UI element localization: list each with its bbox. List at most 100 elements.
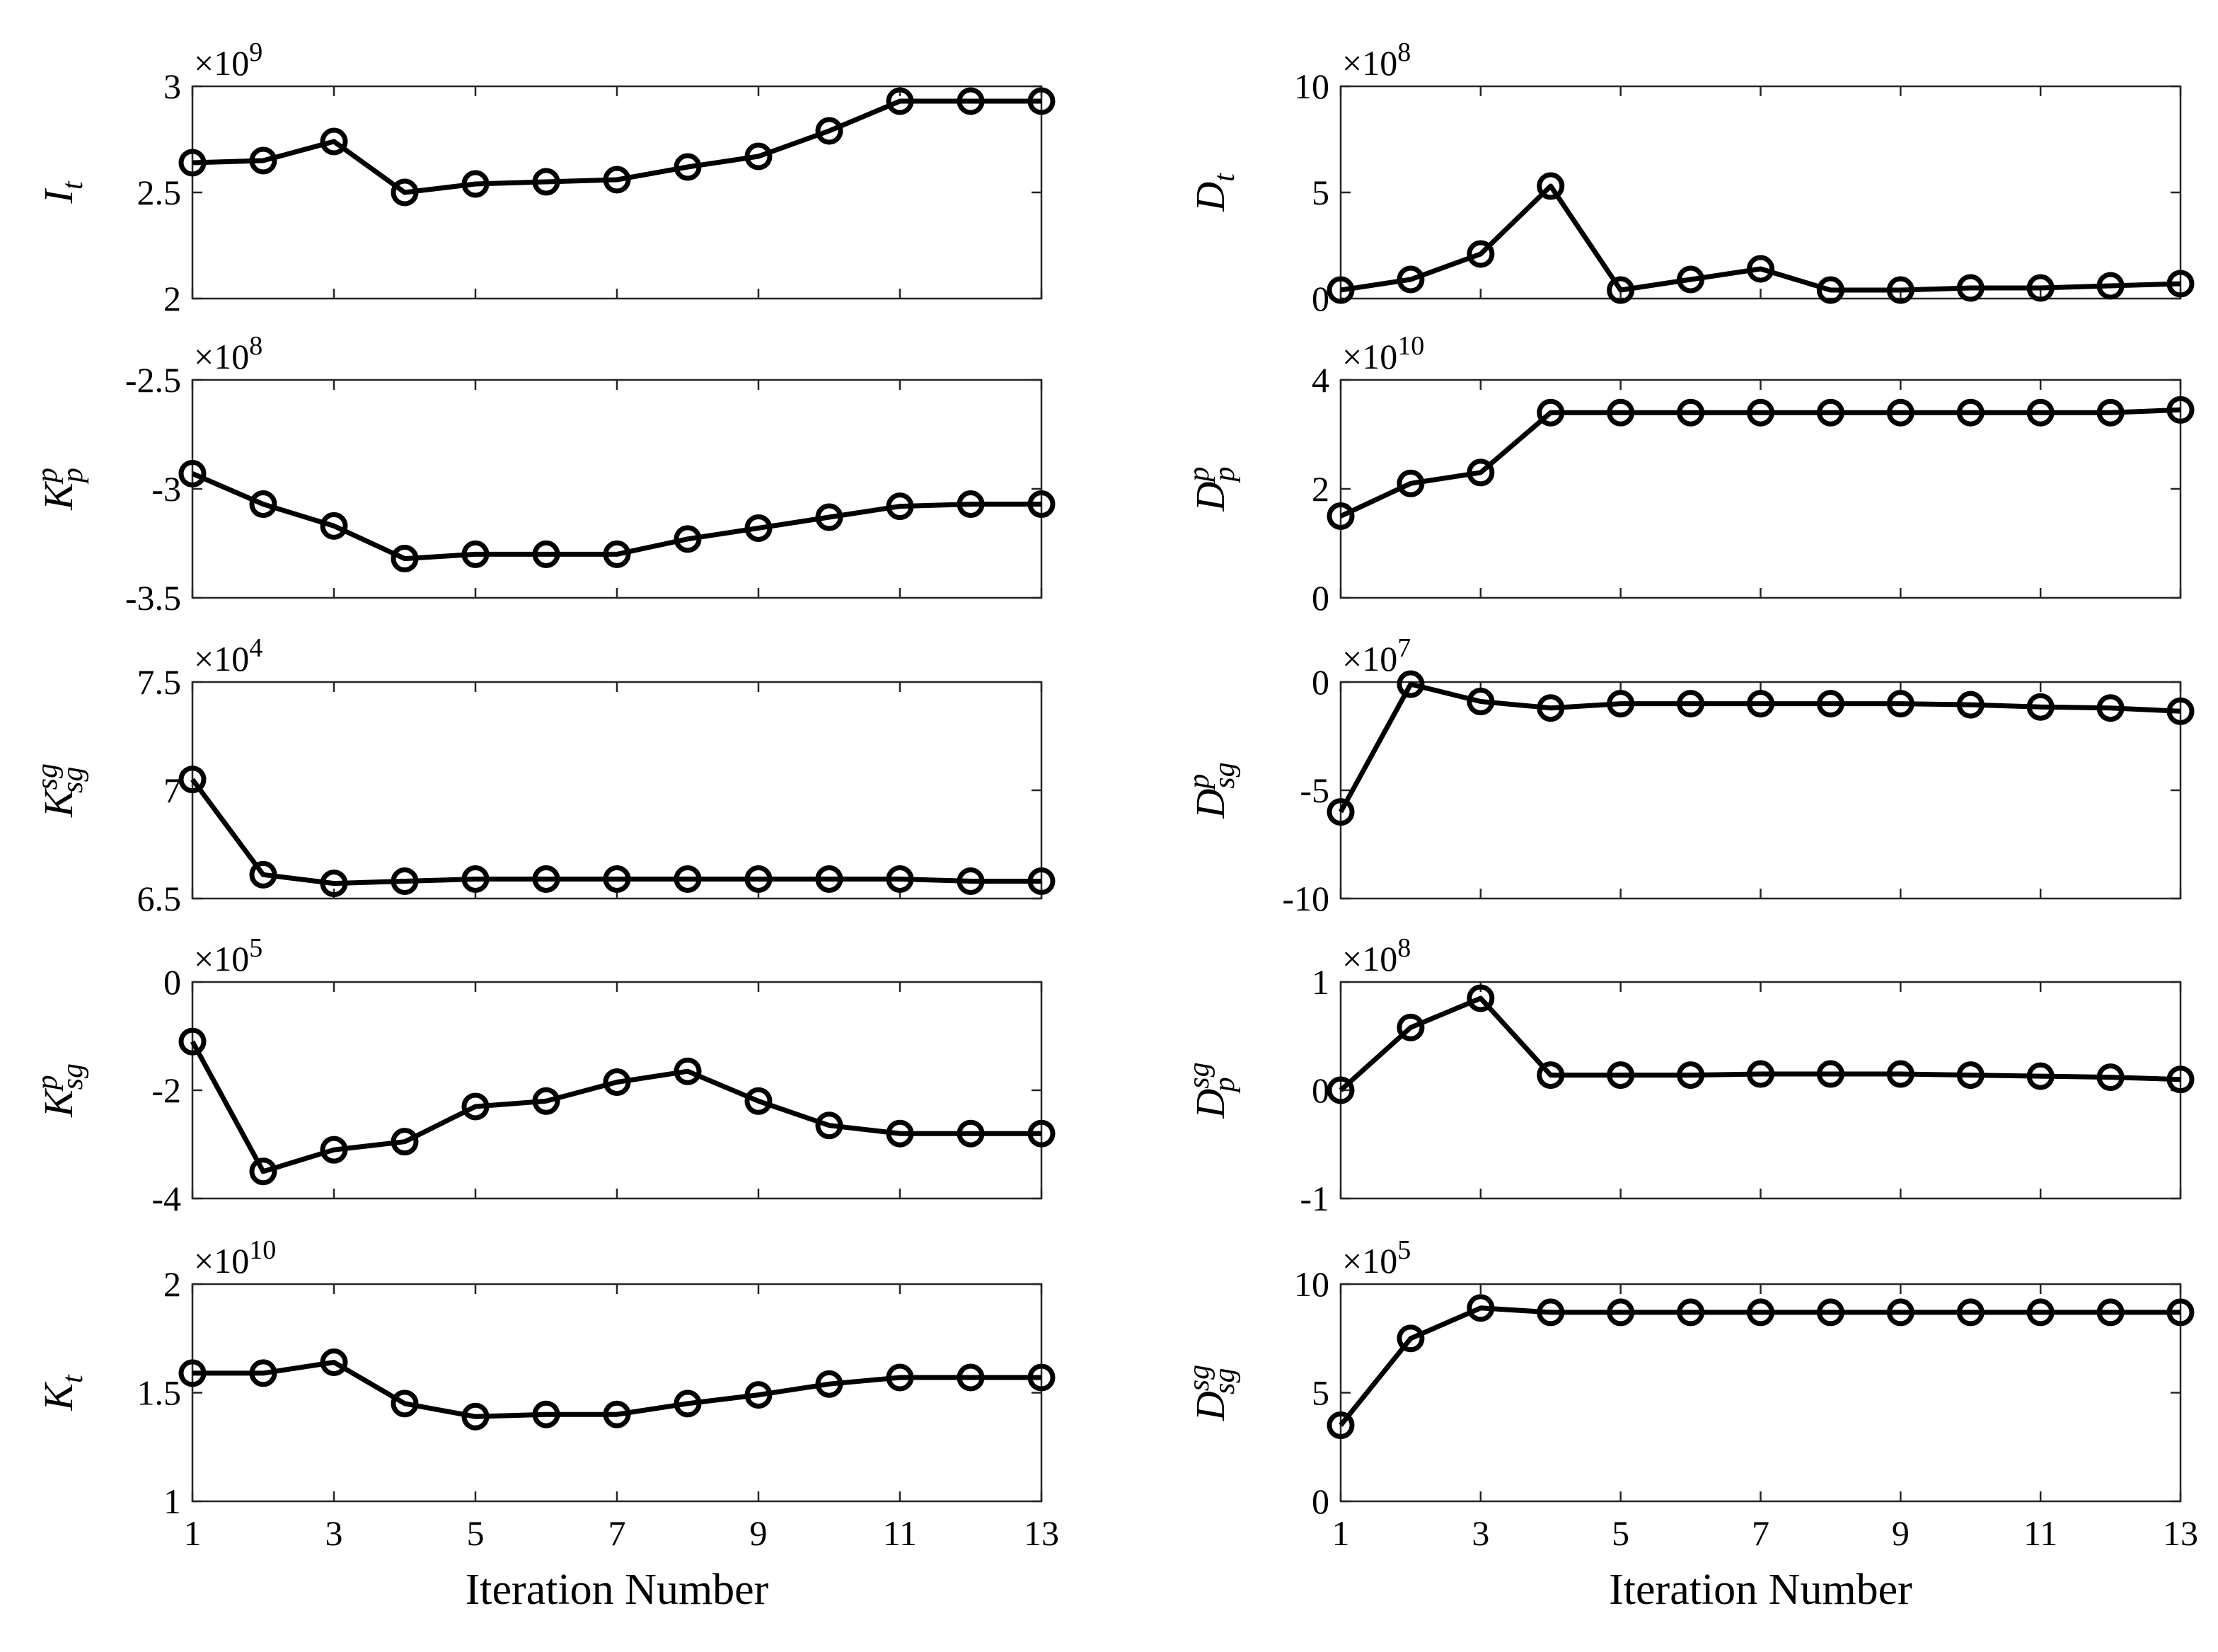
data-point xyxy=(815,117,843,145)
data-point xyxy=(2166,395,2195,424)
y-tick-label: -2.5 xyxy=(125,360,181,400)
data-point xyxy=(1747,1298,1774,1327)
exponent-base: ×10 xyxy=(1342,1241,1397,1281)
data-point xyxy=(320,127,348,156)
data-point xyxy=(1607,1298,1635,1327)
data-point xyxy=(815,1370,843,1398)
y-label-base: I xyxy=(35,188,81,204)
axis-exponent: ×108 xyxy=(1342,933,1411,978)
data-point xyxy=(1956,274,1985,302)
exponent-base: ×10 xyxy=(1342,337,1397,376)
y-tick-label: 0 xyxy=(1312,279,1329,318)
data-point xyxy=(178,459,207,487)
axis-exponent: ×108 xyxy=(194,331,262,376)
data-point xyxy=(1677,690,1705,718)
data-point xyxy=(320,1136,348,1164)
series-line xyxy=(192,1360,1041,1419)
y-tick-label: -2 xyxy=(151,1070,181,1110)
x-tick-label: 11 xyxy=(883,1513,917,1553)
data-point xyxy=(1747,255,1774,283)
data-point xyxy=(603,166,631,194)
exponent-base: ×10 xyxy=(1342,939,1397,978)
data-point xyxy=(2026,274,2055,302)
data-point xyxy=(1816,276,1844,304)
data-point xyxy=(1747,398,1774,427)
data-point xyxy=(674,153,702,181)
data-point xyxy=(391,178,419,207)
data-point xyxy=(178,1359,207,1387)
data-point xyxy=(2026,398,2055,427)
axis-exponent: ×108 xyxy=(1342,37,1411,83)
y-label-base: D xyxy=(1187,1391,1233,1421)
data-point xyxy=(249,1359,277,1387)
data-point xyxy=(744,142,773,171)
y-tick-label: 7.5 xyxy=(137,662,182,702)
axis-exponent: ×109 xyxy=(194,37,262,83)
data-point xyxy=(2166,1298,2195,1327)
x-tick-label: 13 xyxy=(2163,1513,2198,1553)
y-tick-label: 0 xyxy=(1312,1481,1329,1521)
y-label-superscript: p xyxy=(1183,774,1215,791)
data-point xyxy=(2166,697,2195,725)
y-label-base: K xyxy=(35,1381,81,1411)
axis-exponent: ×1010 xyxy=(194,1235,276,1281)
subplot-8: -1 0 1 ×108 Dsgp xyxy=(1183,933,2195,1218)
data-point xyxy=(1886,690,1914,718)
data-point xyxy=(2166,1065,2195,1094)
data-point xyxy=(249,1157,277,1186)
data-point xyxy=(674,1057,702,1085)
exponent-power: 7 xyxy=(1397,633,1411,663)
y-tick-label: 2.5 xyxy=(137,173,182,212)
data-point xyxy=(249,146,277,175)
data-point xyxy=(2096,398,2125,427)
y-label-superscript: sg xyxy=(1183,1365,1215,1391)
y-label-superscript: sg xyxy=(1183,1062,1215,1088)
data-point xyxy=(1537,694,1565,722)
y-tick-label: -3 xyxy=(151,469,181,509)
exponent-base: ×10 xyxy=(194,1241,249,1281)
subplot-3: -3.5 -3 -2.5 ×108 Kpp xyxy=(31,331,1056,618)
data-point xyxy=(1886,398,1914,427)
data-point xyxy=(532,865,560,893)
y-tick-label: 2 xyxy=(1312,469,1329,509)
data-point xyxy=(674,1390,702,1418)
exponent-power: 4 xyxy=(249,633,262,663)
series-line xyxy=(190,1040,1041,1174)
data-point xyxy=(1816,1060,1844,1088)
subplot-6: -10 -5 0 ×107 Dpsg xyxy=(1183,633,2195,918)
axes-frame xyxy=(1339,981,2182,1200)
data-point xyxy=(1816,1298,1844,1327)
data-point xyxy=(461,865,490,893)
axis-exponent: ×104 xyxy=(194,633,262,678)
y-label-superscript: p xyxy=(31,468,64,485)
data-point xyxy=(1327,502,1355,530)
y-label-superscript: p xyxy=(31,1075,64,1092)
series-line xyxy=(191,471,1041,562)
data-point xyxy=(1607,398,1635,427)
exponent-power: 5 xyxy=(249,933,262,963)
series-line xyxy=(1338,681,2181,814)
x-tick-label: 13 xyxy=(1024,1513,1059,1553)
subplot-4: 0 2 4 ×1010 Dpp xyxy=(1183,331,2195,618)
data-point xyxy=(1327,1076,1355,1104)
y-tick-label: 5 xyxy=(1312,1373,1329,1413)
series-line xyxy=(1339,407,2181,519)
y-axis-label: It xyxy=(35,180,89,204)
data-point xyxy=(957,490,985,519)
data-point xyxy=(2026,1062,2055,1090)
y-tick-label: 2 xyxy=(163,1264,181,1304)
data-point xyxy=(1956,1061,1985,1090)
exponent-power: 8 xyxy=(249,331,262,361)
data-point xyxy=(1607,276,1635,304)
axis-exponent: ×105 xyxy=(194,933,262,978)
data-point xyxy=(320,1348,348,1377)
data-point xyxy=(178,1027,207,1056)
data-point xyxy=(532,540,560,568)
x-tick-label: 9 xyxy=(750,1513,768,1553)
data-point xyxy=(1537,1061,1565,1090)
data-point xyxy=(2096,694,2125,722)
data-point xyxy=(1467,688,1495,716)
exponent-base: ×10 xyxy=(1342,43,1397,83)
axes-frame xyxy=(191,981,1043,1200)
